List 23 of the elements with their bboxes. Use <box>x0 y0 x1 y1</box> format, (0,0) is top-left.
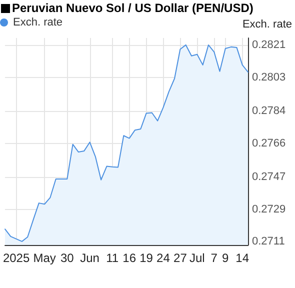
x-tick-label: 7 <box>210 251 218 265</box>
x-tick-label: 16 <box>122 251 136 265</box>
x-tick-label: 19 <box>140 251 154 265</box>
x-tick-label: 11 <box>106 251 119 265</box>
y-tick-label: 0.2766 <box>252 137 286 150</box>
x-tick-label: 30 <box>60 251 74 265</box>
x-tick-label: Jun <box>80 251 100 265</box>
legend-label: Exch. rate <box>13 16 63 28</box>
x-tick-label: 2025 <box>2 251 30 265</box>
y-tick-label: 0.2711 <box>252 235 285 248</box>
y-tick-label: 0.2729 <box>252 203 286 216</box>
x-tick-label: 9 <box>222 251 230 265</box>
chart-title: Peruvian Nuevo Sol / US Dollar (PEN/USD) <box>12 1 254 15</box>
x-tick-label: Jul <box>189 251 205 265</box>
y-tick-label: 0.2821 <box>252 39 286 52</box>
x-tick-label: 27 <box>174 251 188 265</box>
y-tick-label: 0.2803 <box>252 71 286 84</box>
y-tick-label: 0.2784 <box>252 105 286 118</box>
y-axis-title: Exch. rate <box>242 18 292 30</box>
x-tick-label: May <box>33 251 56 265</box>
x-tick-label: 14 <box>236 251 250 265</box>
y-tick-label: 0.2747 <box>252 171 286 184</box>
x-tick-label: 24 <box>156 251 170 265</box>
